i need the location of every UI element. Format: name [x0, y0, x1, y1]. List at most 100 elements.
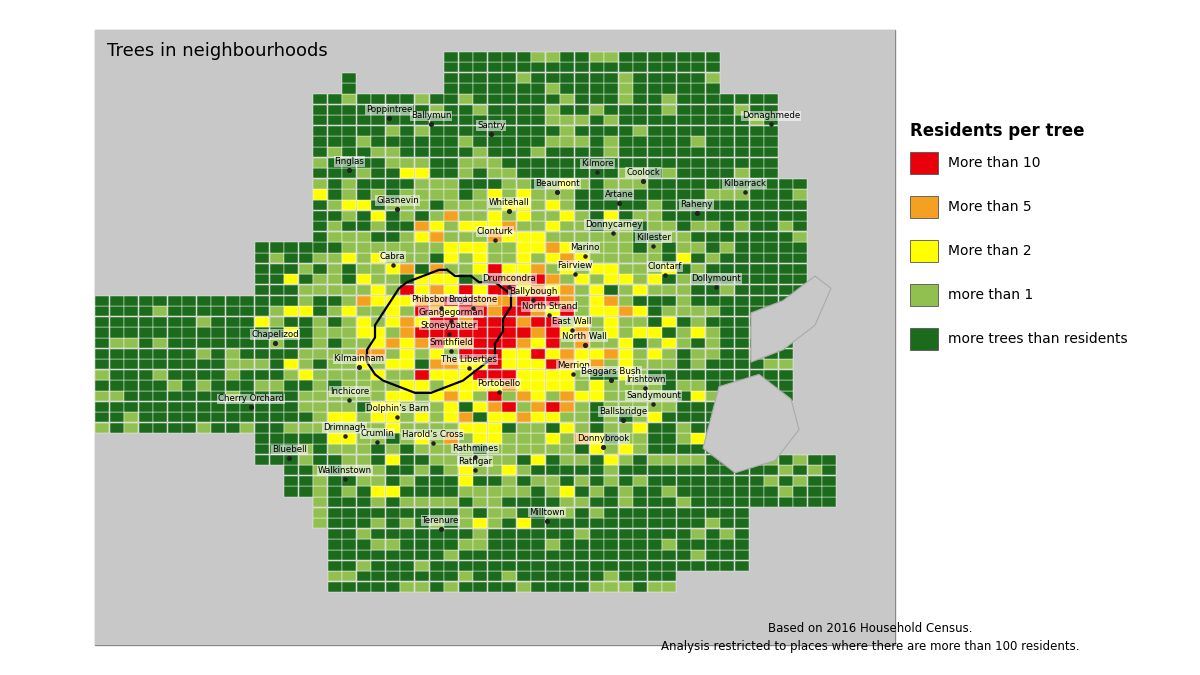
- Bar: [662, 126, 677, 136]
- Bar: [415, 242, 428, 252]
- Bar: [328, 476, 342, 486]
- Bar: [473, 51, 487, 62]
- Bar: [560, 412, 575, 423]
- Bar: [401, 200, 414, 210]
- Bar: [691, 51, 706, 62]
- Bar: [750, 402, 763, 412]
- Bar: [458, 327, 473, 338]
- Bar: [503, 391, 516, 401]
- Text: Whitehall: Whitehall: [490, 198, 529, 207]
- Bar: [401, 136, 414, 146]
- Bar: [634, 126, 647, 136]
- Bar: [575, 51, 589, 62]
- Bar: [342, 94, 356, 104]
- Bar: [589, 561, 604, 571]
- Bar: [546, 274, 560, 284]
- Bar: [503, 274, 516, 284]
- Bar: [342, 539, 356, 549]
- Bar: [240, 370, 254, 380]
- Bar: [691, 285, 706, 295]
- Bar: [444, 454, 458, 465]
- Bar: [487, 518, 502, 529]
- Text: Cabra: Cabra: [380, 252, 406, 261]
- Bar: [503, 402, 516, 412]
- Bar: [182, 370, 197, 380]
- Bar: [444, 105, 458, 115]
- Bar: [415, 94, 428, 104]
- Bar: [634, 306, 647, 317]
- Bar: [648, 348, 661, 358]
- Bar: [662, 348, 677, 358]
- Bar: [779, 253, 793, 263]
- Bar: [444, 423, 458, 433]
- Bar: [691, 561, 706, 571]
- Point: [610, 198, 629, 209]
- Bar: [560, 465, 575, 475]
- Bar: [168, 380, 181, 391]
- Point: [500, 206, 520, 217]
- Bar: [634, 190, 647, 200]
- Bar: [95, 338, 109, 348]
- Bar: [546, 380, 560, 391]
- Bar: [691, 105, 706, 115]
- Bar: [575, 317, 589, 327]
- Bar: [313, 285, 328, 295]
- Point: [463, 302, 482, 313]
- Bar: [299, 327, 312, 338]
- Bar: [720, 317, 734, 327]
- Bar: [648, 168, 661, 178]
- Bar: [589, 73, 604, 83]
- Bar: [371, 571, 385, 581]
- Bar: [386, 306, 400, 317]
- Bar: [270, 242, 283, 252]
- Bar: [734, 126, 749, 136]
- Bar: [634, 561, 647, 571]
- Bar: [487, 285, 502, 295]
- Bar: [458, 571, 473, 581]
- Bar: [95, 296, 109, 306]
- Bar: [328, 296, 342, 306]
- Bar: [589, 338, 604, 348]
- Bar: [313, 518, 328, 529]
- Bar: [503, 242, 516, 252]
- Bar: [546, 296, 560, 306]
- Bar: [779, 306, 793, 317]
- Bar: [182, 327, 197, 338]
- Bar: [662, 274, 677, 284]
- Bar: [822, 487, 836, 497]
- Bar: [473, 62, 487, 72]
- Bar: [356, 412, 371, 423]
- Bar: [648, 359, 661, 369]
- Bar: [619, 550, 632, 560]
- Bar: [677, 423, 691, 433]
- Bar: [677, 264, 691, 274]
- Bar: [401, 444, 414, 454]
- Bar: [720, 550, 734, 560]
- Bar: [560, 317, 575, 327]
- Bar: [677, 338, 691, 348]
- Bar: [532, 402, 545, 412]
- Bar: [532, 338, 545, 348]
- Bar: [299, 264, 312, 274]
- Bar: [503, 412, 516, 423]
- Bar: [503, 179, 516, 189]
- Bar: [691, 338, 706, 348]
- Bar: [487, 476, 502, 486]
- Point: [601, 375, 620, 385]
- Bar: [356, 179, 371, 189]
- Bar: [342, 242, 356, 252]
- Bar: [589, 190, 604, 200]
- Bar: [415, 296, 428, 306]
- Bar: [706, 423, 720, 433]
- Bar: [168, 402, 181, 412]
- Bar: [734, 274, 749, 284]
- Text: Residents per tree: Residents per tree: [910, 122, 1085, 140]
- Bar: [211, 306, 226, 317]
- Bar: [487, 433, 502, 443]
- Bar: [270, 338, 283, 348]
- Bar: [415, 582, 428, 592]
- Bar: [575, 550, 589, 560]
- Bar: [720, 253, 734, 263]
- Bar: [779, 317, 793, 327]
- Bar: [458, 412, 473, 423]
